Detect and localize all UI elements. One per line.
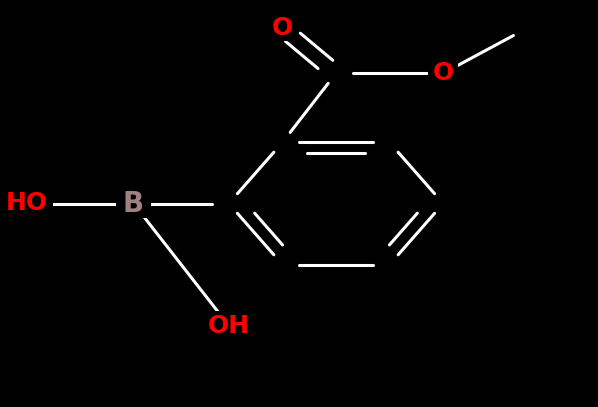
Text: B: B [123, 190, 144, 217]
FancyBboxPatch shape [202, 311, 255, 340]
FancyBboxPatch shape [0, 189, 53, 218]
Text: HO: HO [5, 192, 47, 215]
FancyBboxPatch shape [267, 16, 297, 41]
FancyBboxPatch shape [115, 189, 151, 218]
Text: OH: OH [208, 314, 250, 337]
Text: O: O [432, 61, 454, 85]
Text: O: O [271, 17, 293, 40]
FancyBboxPatch shape [428, 61, 458, 85]
